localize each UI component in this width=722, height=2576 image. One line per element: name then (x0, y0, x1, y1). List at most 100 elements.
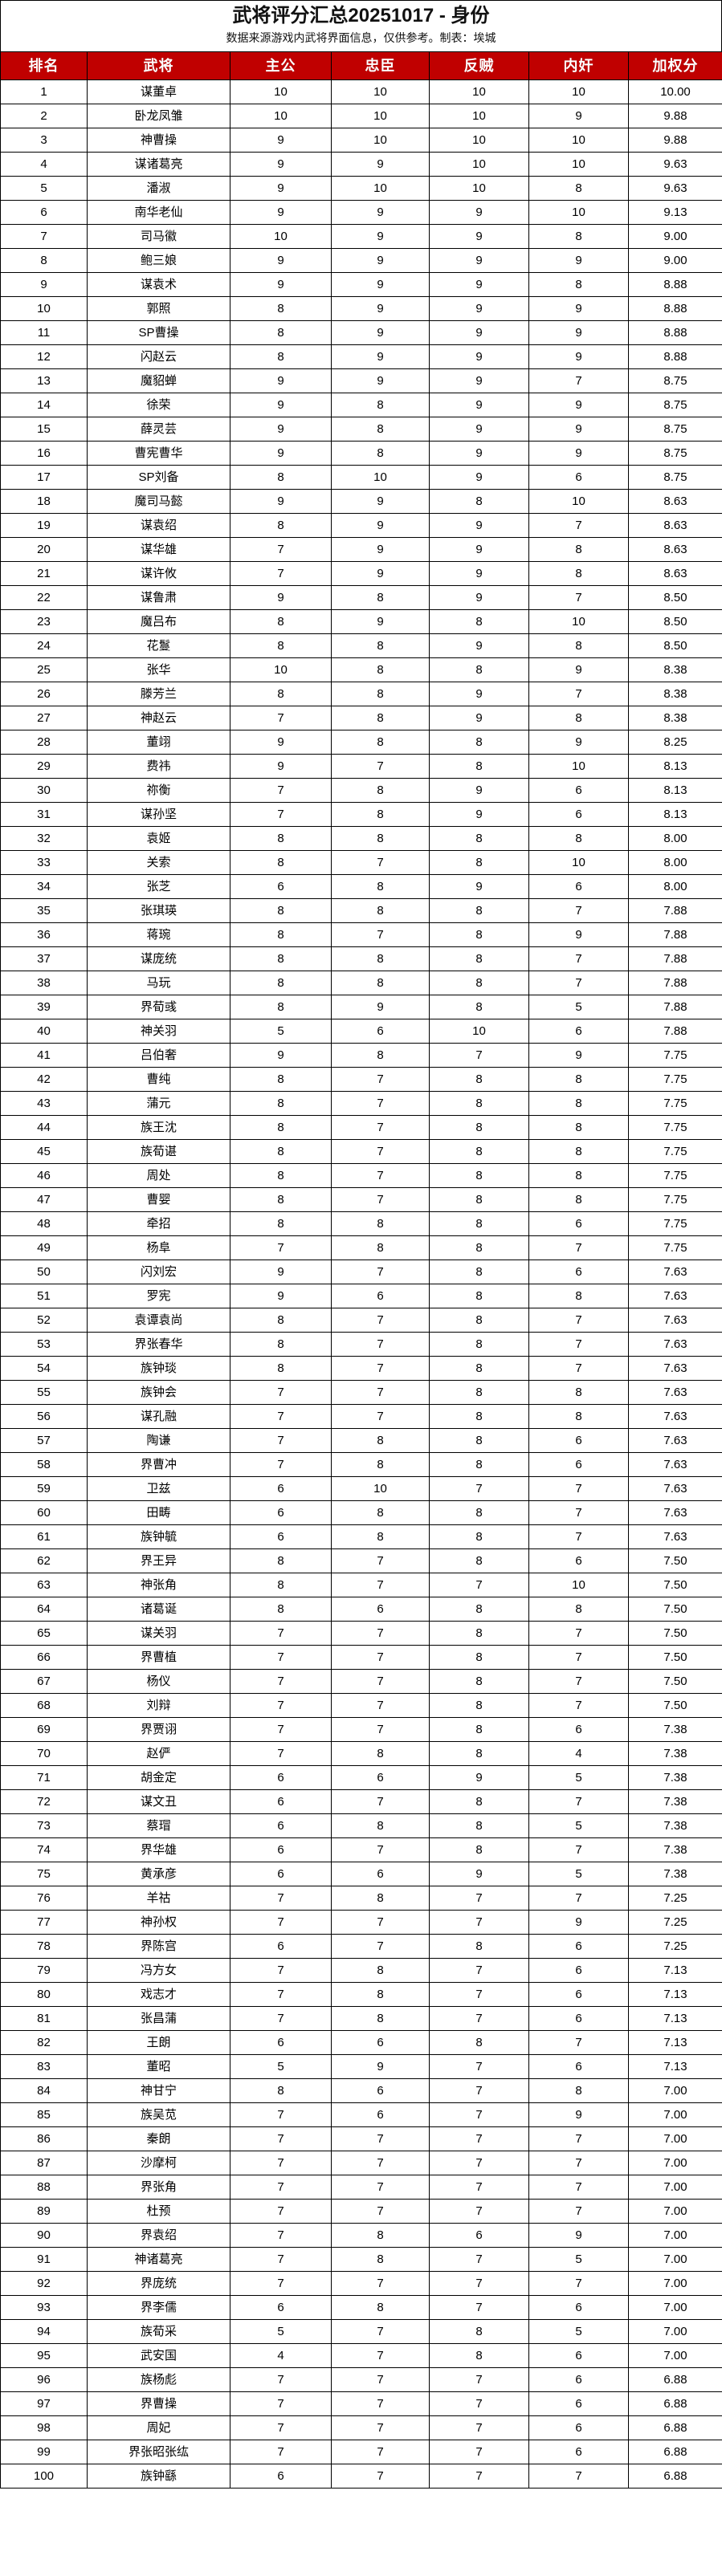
cell-traitor: 6 (528, 778, 629, 803)
cell-rebel: 9 (429, 417, 529, 442)
cell-loyalist: 6 (331, 1284, 430, 1308)
cell-rebel: 8 (429, 1284, 529, 1308)
cell-general-name: 界李儒 (87, 2295, 230, 2320)
cell-traitor: 5 (528, 2319, 629, 2344)
cell-weighted-score: 7.00 (628, 2126, 722, 2151)
cell-traitor: 6 (528, 2391, 629, 2416)
cell-general-name: 郭照 (87, 296, 230, 321)
table-row: 78 界陈宫 6 7 8 6 7.25 (0, 1934, 722, 1959)
cell-traitor: 8 (528, 1139, 629, 1164)
cell-lord: 6 (230, 1813, 332, 1838)
table-row: 53 界张春华 8 7 8 7 7.63 (0, 1332, 722, 1357)
cell-traitor: 9 (528, 922, 629, 947)
cell-lord: 9 (230, 417, 332, 442)
cell-rebel: 8 (429, 1813, 529, 1838)
cell-lord: 8 (230, 1332, 332, 1357)
cell-general-name: 谋文丑 (87, 1789, 230, 1814)
cell-lord: 5 (230, 2054, 332, 2079)
cell-rebel: 9 (429, 513, 529, 538)
cell-loyalist: 8 (331, 682, 430, 706)
cell-weighted-score: 8.88 (628, 320, 722, 345)
cell-general-name: 族钟会 (87, 1380, 230, 1405)
cell-rank: 59 (0, 1476, 88, 1501)
cell-lord: 9 (230, 730, 332, 755)
column-header-weighted-score[interactable]: 加权分 (628, 51, 722, 80)
cell-rank: 34 (0, 874, 88, 899)
cell-loyalist: 9 (331, 995, 430, 1019)
cell-rebel: 7 (429, 2102, 529, 2127)
cell-traitor: 7 (528, 1621, 629, 1646)
table-row: 76 羊祜 7 8 7 7 7.25 (0, 1886, 722, 1911)
column-header-rank[interactable]: 排名 (0, 51, 88, 80)
header-row: 排名 武将 主公 忠臣 反贼 内奸 加权分 (0, 51, 722, 80)
cell-lord: 7 (230, 2102, 332, 2127)
cell-loyalist: 8 (331, 898, 430, 923)
cell-rank: 88 (0, 2175, 88, 2200)
cell-loyalist: 6 (331, 2030, 430, 2055)
cell-weighted-score: 8.38 (628, 682, 722, 706)
cell-rebel: 8 (429, 898, 529, 923)
table-row: 90 界袁绍 7 8 6 9 7.00 (0, 2223, 722, 2248)
cell-loyalist: 6 (331, 1597, 430, 1622)
cell-loyalist: 8 (331, 874, 430, 899)
cell-rebel: 8 (429, 1621, 529, 1646)
table-row: 87 沙摩柯 7 7 7 7 7.00 (0, 2151, 722, 2175)
cell-rebel: 8 (429, 1187, 529, 1212)
cell-loyalist: 9 (331, 248, 430, 273)
cell-weighted-score: 7.38 (628, 1813, 722, 1838)
table-row: 84 神甘宁 8 6 7 8 7.00 (0, 2078, 722, 2103)
column-header-traitor[interactable]: 内奸 (528, 51, 629, 80)
cell-rank: 16 (0, 441, 88, 466)
cell-general-name: 袁谭袁尚 (87, 1308, 230, 1333)
cell-loyalist: 7 (331, 1091, 430, 1116)
cell-general-name: 族钟毓 (87, 1524, 230, 1549)
cell-lord: 8 (230, 344, 332, 369)
cell-lord: 8 (230, 1067, 332, 1092)
cell-loyalist: 8 (331, 1741, 430, 1766)
cell-weighted-score: 7.75 (628, 1211, 722, 1236)
cell-rank: 5 (0, 176, 88, 201)
cell-traitor: 6 (528, 2367, 629, 2392)
cell-weighted-score: 8.50 (628, 609, 722, 634)
cell-rank: 70 (0, 1741, 88, 1766)
cell-loyalist: 9 (331, 320, 430, 345)
cell-general-name: 蔡瑁 (87, 1813, 230, 1838)
table-row: 86 秦朗 7 7 7 7 7.00 (0, 2126, 722, 2151)
table-row: 61 族钟毓 6 8 8 7 7.63 (0, 1524, 722, 1549)
cell-rebel: 9 (429, 272, 529, 297)
cell-lord: 7 (230, 1404, 332, 1429)
cell-rank: 2 (0, 104, 88, 128)
column-header-rebel[interactable]: 反贼 (429, 51, 529, 80)
cell-weighted-score: 8.75 (628, 368, 722, 393)
cell-loyalist: 7 (331, 2271, 430, 2296)
cell-loyalist: 7 (331, 1789, 430, 1814)
table-row: 40 神关羽 5 6 10 6 7.88 (0, 1019, 722, 1044)
cell-lord: 7 (230, 2247, 332, 2272)
cell-general-name: 卫兹 (87, 1476, 230, 1501)
cell-rebel: 8 (429, 1235, 529, 1260)
table-row: 63 神张角 8 7 7 10 7.50 (0, 1573, 722, 1597)
column-header-lord[interactable]: 主公 (230, 51, 332, 80)
cell-rebel: 8 (429, 1067, 529, 1092)
cell-weighted-score: 7.13 (628, 2006, 722, 2031)
table-row: 64 诸葛诞 8 6 8 8 7.50 (0, 1597, 722, 1622)
cell-lord: 7 (230, 2271, 332, 2296)
cell-general-name: 神张角 (87, 1573, 230, 1597)
table-row: 49 杨阜 7 8 8 7 7.75 (0, 1235, 722, 1260)
cell-loyalist: 10 (331, 79, 430, 104)
cell-general-name: 谋董卓 (87, 79, 230, 104)
cell-lord: 7 (230, 1428, 332, 1453)
table-row: 43 蒲元 8 7 8 8 7.75 (0, 1091, 722, 1116)
cell-weighted-score: 8.63 (628, 489, 722, 514)
cell-rebel: 8 (429, 922, 529, 947)
cell-rank: 12 (0, 344, 88, 369)
cell-loyalist: 9 (331, 489, 430, 514)
cell-general-name: 董昭 (87, 2054, 230, 2079)
column-header-loyalist[interactable]: 忠臣 (331, 51, 430, 80)
cell-loyalist: 8 (331, 1982, 430, 2007)
cell-lord: 8 (230, 320, 332, 345)
cell-lord: 8 (230, 850, 332, 875)
cell-lord: 8 (230, 1211, 332, 1236)
cell-general-name: 潘淑 (87, 176, 230, 201)
column-header-general[interactable]: 武将 (87, 51, 230, 80)
